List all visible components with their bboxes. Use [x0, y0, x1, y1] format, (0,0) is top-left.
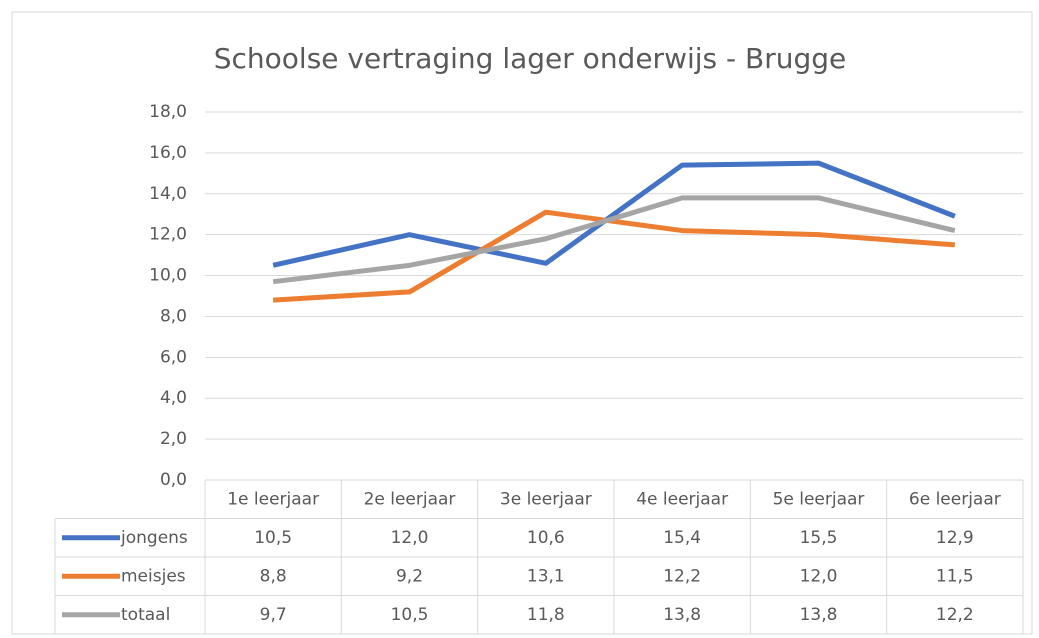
legend-label: meisjes: [121, 566, 186, 586]
chart-title: Schoolse vertraging lager onderwijs - Br…: [214, 42, 847, 75]
table-value: 13,8: [800, 605, 838, 625]
x-tick-label: 3e leerjaar: [500, 489, 592, 509]
y-tick-label: 4,0: [160, 388, 187, 408]
y-tick-label: 0,0: [160, 470, 187, 490]
x-tick-label: 6e leerjaar: [909, 489, 1001, 509]
table-value: 9,2: [396, 566, 423, 586]
table-value: 12,9: [936, 528, 974, 548]
y-tick-label: 6,0: [160, 347, 187, 367]
y-tick-label: 12,0: [149, 225, 187, 245]
table-value: 10,6: [527, 528, 565, 548]
table-value: 11,8: [527, 605, 565, 625]
table-value: 10,5: [254, 528, 292, 548]
y-tick-label: 16,0: [149, 143, 187, 163]
table-value: 13,1: [527, 566, 565, 586]
table-value: 13,8: [663, 605, 701, 625]
table-value: 15,4: [663, 528, 701, 548]
y-tick-label: 2,0: [160, 429, 187, 449]
y-tick-label: 8,0: [160, 306, 187, 326]
x-tick-label: 1e leerjaar: [227, 489, 319, 509]
table-value: 15,5: [800, 528, 838, 548]
table-value: 11,5: [936, 566, 974, 586]
table-value: 12,2: [663, 566, 701, 586]
y-tick-label: 10,0: [149, 266, 187, 286]
legend-label: totaal: [121, 605, 170, 625]
table-value: 12,0: [391, 528, 429, 548]
table-value: 12,0: [800, 566, 838, 586]
line: [272, 195, 956, 285]
x-tick-label: 4e leerjaar: [636, 489, 728, 509]
table-value: 10,5: [391, 605, 429, 625]
chart-frame: [11, 11, 1033, 635]
line: [272, 160, 956, 268]
x-tick-label: 5e leerjaar: [773, 489, 865, 509]
y-tick-label: 14,0: [149, 184, 187, 204]
line: [273, 209, 956, 303]
x-tick-label: 2e leerjaar: [364, 489, 456, 509]
table-value: 9,7: [260, 605, 287, 625]
table-value: 12,2: [936, 605, 974, 625]
legend-label: jongens: [120, 528, 188, 548]
y-tick-label: 18,0: [149, 102, 187, 122]
table-value: 8,8: [260, 566, 287, 586]
